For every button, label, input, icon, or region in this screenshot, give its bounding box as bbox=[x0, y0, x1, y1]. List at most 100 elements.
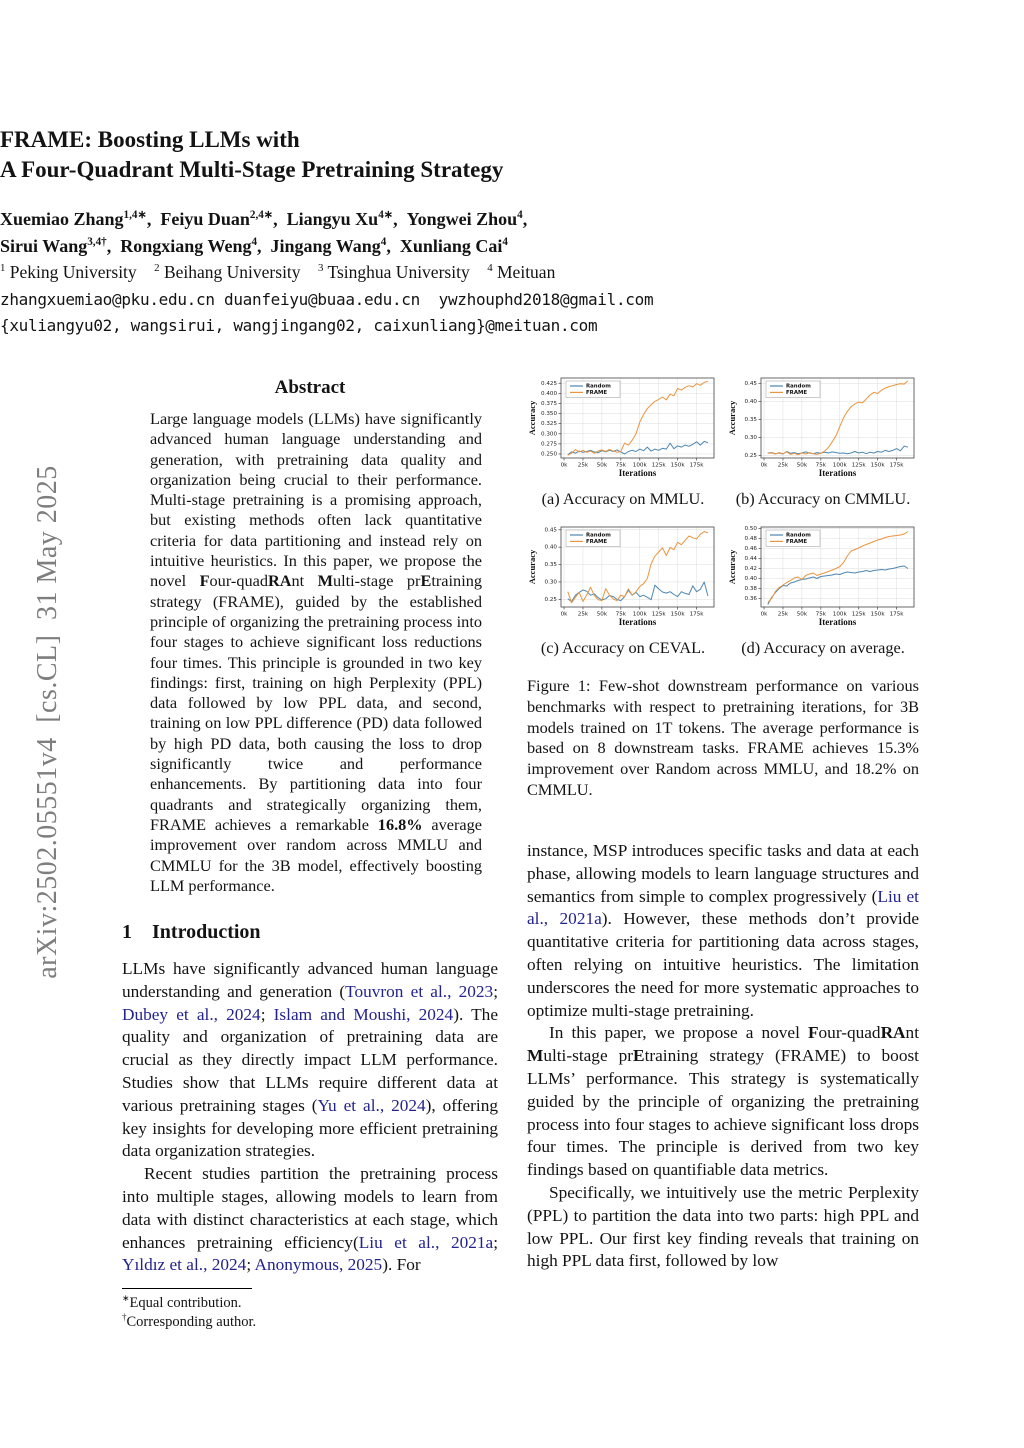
right-paragraph-2: In this paper, we propose a novel Four-q… bbox=[527, 1023, 919, 1180]
svg-text:FRAME: FRAME bbox=[786, 539, 807, 545]
svg-text:0.325: 0.325 bbox=[541, 421, 557, 427]
citation-link[interactable]: Yıldız et al., 2024 bbox=[122, 1255, 247, 1275]
author-emails: zhangxuemiao@pku.edu.cn duanfeiyu@buaa.e… bbox=[0, 287, 1024, 339]
svg-text:150k: 150k bbox=[871, 463, 886, 469]
svg-text:75k: 75k bbox=[816, 463, 827, 469]
authors-line-2: Sirui Wang3,4†, Rongxiang Weng4, Jingang… bbox=[0, 236, 508, 256]
svg-text:175k: 175k bbox=[890, 612, 905, 618]
svg-text:0k: 0k bbox=[761, 612, 769, 618]
figure1-charts: 0.250 0.275 0.300 0.325 0.350 0.375 0.400 0.425… bbox=[527, 374, 919, 658]
svg-text:0.25: 0.25 bbox=[545, 597, 558, 603]
svg-text:Accuracy: Accuracy bbox=[727, 549, 737, 584]
citation-link[interactable]: Liu et al., 2021a bbox=[358, 1232, 494, 1252]
subplot-caption-d: (d) Accuracy on average. bbox=[741, 638, 905, 657]
line-chart: 0.25 0.30 0.35 0.40 0.45 0k 25k 50k 75k 100k 125k 1… bbox=[527, 526, 715, 627]
introduction-text: LLMs have significantly advanced human l… bbox=[122, 958, 498, 1277]
title-line-1: FRAME: Boosting LLMs with bbox=[0, 127, 300, 152]
subplot-caption-c: (c) Accuracy on CEVAL. bbox=[540, 638, 706, 657]
svg-text:75k: 75k bbox=[616, 612, 627, 618]
intro-paragraph-2: Recent studies partition the pretraining… bbox=[122, 1164, 498, 1275]
svg-text:Iterations: Iterations bbox=[819, 468, 857, 478]
citation-link[interactable]: Yu et al., 2024 bbox=[317, 1095, 426, 1115]
citation-link[interactable]: Dubey et al., 2024 bbox=[122, 1004, 261, 1024]
svg-text:Random: Random bbox=[586, 384, 611, 390]
title-line-2: A Four-Quadrant Multi-Stage Pretraining … bbox=[0, 157, 504, 182]
svg-text:0.375: 0.375 bbox=[541, 401, 557, 407]
svg-text:100k: 100k bbox=[633, 612, 648, 618]
svg-text:Iterations: Iterations bbox=[819, 617, 857, 627]
svg-text:Iterations: Iterations bbox=[619, 468, 657, 478]
svg-text:0.30: 0.30 bbox=[745, 435, 758, 441]
footnote-corresponding-author: †Corresponding author. bbox=[122, 1312, 257, 1330]
svg-text:125k: 125k bbox=[852, 612, 867, 618]
svg-text:0.45: 0.45 bbox=[545, 527, 558, 533]
abstract-heading: Abstract bbox=[274, 377, 346, 398]
svg-text:FRAME: FRAME bbox=[786, 390, 807, 396]
svg-text:0.25: 0.25 bbox=[745, 453, 758, 459]
paper-title: FRAME: Boosting LLMs with A Four-Quadran… bbox=[0, 125, 1024, 185]
svg-text:150k: 150k bbox=[671, 612, 686, 618]
citation-link[interactable]: Islam and Moushi, 2024 bbox=[273, 1004, 454, 1024]
svg-text:0.30: 0.30 bbox=[545, 579, 558, 585]
svg-text:25k: 25k bbox=[578, 612, 589, 618]
svg-text:0.44: 0.44 bbox=[745, 556, 758, 562]
emails-line-1: zhangxuemiao@pku.edu.cn duanfeiyu@buaa.e… bbox=[0, 290, 654, 309]
intro-paragraph-1: LLMs have significantly advanced human l… bbox=[122, 959, 498, 1161]
footnotes: ∗Equal contribution. †Corresponding auth… bbox=[122, 1288, 498, 1332]
figure1-subplot-c: 0.25 0.30 0.35 0.40 0.45 0k 25k 50k 75k 100k 125k 1… bbox=[527, 523, 719, 658]
svg-text:0.40: 0.40 bbox=[545, 545, 558, 551]
right-paragraph-3: Specifically, we intuitively use the met… bbox=[527, 1182, 919, 1271]
svg-text:0.48: 0.48 bbox=[745, 536, 758, 542]
affiliations: 1 Peking University 2 Beihang University… bbox=[0, 262, 556, 282]
right-column: 0.250 0.275 0.300 0.325 0.350 0.375 0.400 0.425… bbox=[527, 0, 919, 1448]
svg-text:0k: 0k bbox=[561, 463, 569, 469]
svg-text:150k: 150k bbox=[871, 612, 886, 618]
line-chart: 0.25 0.30 0.35 0.40 0.45 0k 25k 50k 75k 100k 125k 1… bbox=[727, 377, 915, 478]
svg-text:125k: 125k bbox=[852, 463, 867, 469]
section-heading-introduction: 1 Introduction bbox=[122, 921, 261, 943]
svg-text:0.400: 0.400 bbox=[541, 391, 557, 397]
svg-text:0k: 0k bbox=[761, 463, 769, 469]
svg-text:0.46: 0.46 bbox=[745, 546, 758, 552]
svg-text:100k: 100k bbox=[833, 463, 848, 469]
citation-link[interactable]: Liu et al., 2021a bbox=[527, 886, 919, 929]
svg-text:175k: 175k bbox=[690, 612, 705, 618]
citation-link[interactable]: Anonymous, 2025 bbox=[254, 1255, 383, 1275]
svg-text:125k: 125k bbox=[652, 463, 667, 469]
svg-text:50k: 50k bbox=[797, 612, 808, 618]
figure1-subplot-d: 0.36 0.38 0.40 0.42 0.44 0.46 0.48 0.50 0k 25k 50k… bbox=[727, 523, 919, 658]
arxiv-watermark: arXiv:2502.05551v4 [cs.CL] 31 May 2025 bbox=[32, 465, 63, 979]
svg-text:25k: 25k bbox=[778, 612, 789, 618]
svg-text:125k: 125k bbox=[652, 612, 667, 618]
svg-text:FRAME: FRAME bbox=[586, 390, 607, 396]
svg-text:0.50: 0.50 bbox=[745, 526, 758, 532]
svg-text:Random: Random bbox=[586, 533, 611, 539]
svg-text:25k: 25k bbox=[578, 463, 589, 469]
svg-text:0.45: 0.45 bbox=[745, 381, 758, 387]
footnote-rule bbox=[122, 1288, 252, 1289]
right-column-text: instance, MSP introduces specific tasks … bbox=[527, 840, 919, 1273]
citation-link[interactable]: Touvron et al., 2023 bbox=[345, 981, 494, 1001]
abstract-text: Large language models (LLMs) have signif… bbox=[150, 409, 482, 895]
line-chart: 0.250 0.275 0.300 0.325 0.350 0.375 0.400 0.425… bbox=[527, 377, 715, 478]
emails-line-2: {xuliangyu02, wangsirui, wangjingang02, … bbox=[0, 316, 598, 335]
svg-text:Accuracy: Accuracy bbox=[527, 549, 537, 584]
svg-text:0.42: 0.42 bbox=[745, 566, 757, 572]
footnote-equal-contribution: ∗Equal contribution. bbox=[122, 1293, 242, 1311]
svg-text:FRAME: FRAME bbox=[586, 539, 607, 545]
svg-text:100k: 100k bbox=[833, 612, 848, 618]
svg-text:75k: 75k bbox=[616, 463, 627, 469]
svg-text:0.40: 0.40 bbox=[745, 576, 758, 582]
author-list: Xuemiao Zhang1,4∗, Feiyu Duan2,4∗, Liang… bbox=[0, 206, 1024, 260]
svg-text:175k: 175k bbox=[890, 463, 905, 469]
svg-text:0.425: 0.425 bbox=[541, 381, 557, 387]
svg-text:Random: Random bbox=[786, 533, 811, 539]
left-column: Abstract Large language models (LLMs) ha… bbox=[122, 0, 498, 1448]
svg-text:25k: 25k bbox=[778, 463, 789, 469]
svg-text:0k: 0k bbox=[561, 612, 569, 618]
svg-text:0.300: 0.300 bbox=[541, 431, 557, 437]
svg-text:Accuracy: Accuracy bbox=[527, 400, 537, 435]
figure1-caption: Figure 1: Few-shot downstream performanc… bbox=[527, 676, 919, 799]
svg-text:Iterations: Iterations bbox=[619, 617, 657, 627]
